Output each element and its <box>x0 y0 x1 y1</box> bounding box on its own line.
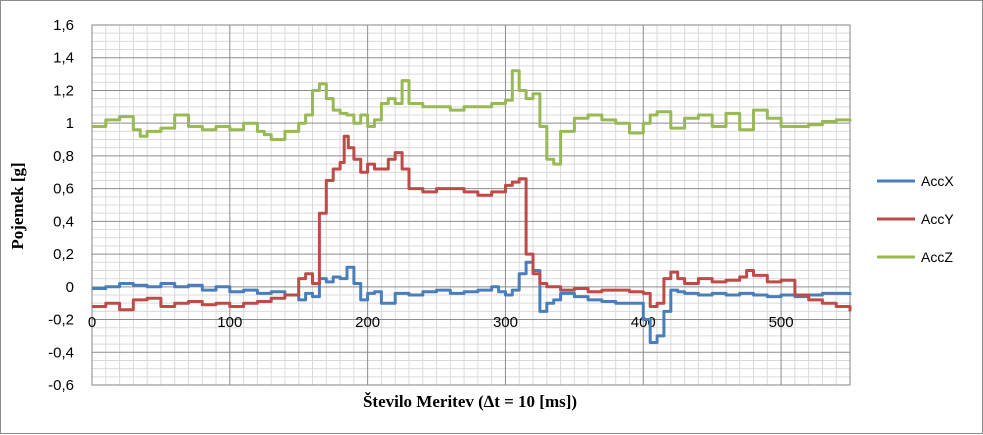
y-axis-ticks: -0,6 -0,4 -0,2 0 0,2 0,4 0,6 0,8 1 1,2 1,4 1,6 <box>48 17 74 394</box>
y-tick-label: 0,2 <box>53 246 74 263</box>
series-lines <box>92 69 852 344</box>
y-tick-label: -0,2 <box>48 312 74 329</box>
y-tick-label: 0,4 <box>53 213 74 230</box>
x-axis-title: Število Meritev (∆t = 10 [ms]) <box>363 392 577 411</box>
x-tick-label: 0 <box>88 314 96 331</box>
series-line-accx <box>92 260 852 344</box>
y-tick-label: 0,8 <box>53 148 74 165</box>
y-tick-label: 0 <box>66 279 74 296</box>
x-tick-label: 500 <box>769 314 794 331</box>
y-tick-label: -0,4 <box>48 344 74 361</box>
y-tick-label: 1,4 <box>53 50 74 67</box>
x-axis-ticks: 0 100 200 300 400 500 <box>88 314 794 331</box>
y-tick-label: 1 <box>66 115 74 132</box>
plot-area-border <box>91 24 851 386</box>
x-tick-label: 200 <box>355 314 380 331</box>
y-tick-label: 0,6 <box>53 181 74 198</box>
series-line-accz <box>92 69 852 166</box>
x-tick-label: 300 <box>493 314 518 331</box>
legend: AccX AccY AccZ <box>877 173 954 265</box>
y-axis-title: Pojemek [g] <box>8 162 27 249</box>
minor-gridlines <box>92 25 850 385</box>
legend-label-accy: AccY <box>921 211 954 227</box>
series-line-accy <box>92 134 852 312</box>
y-tick-label: 1,2 <box>53 82 74 99</box>
x-tick-label: 100 <box>217 314 242 331</box>
legend-label-accz: AccZ <box>921 249 953 265</box>
legend-label-accx: AccX <box>921 173 954 189</box>
y-tick-label: 1,6 <box>53 17 74 34</box>
y-tick-label: -0,6 <box>48 377 74 394</box>
